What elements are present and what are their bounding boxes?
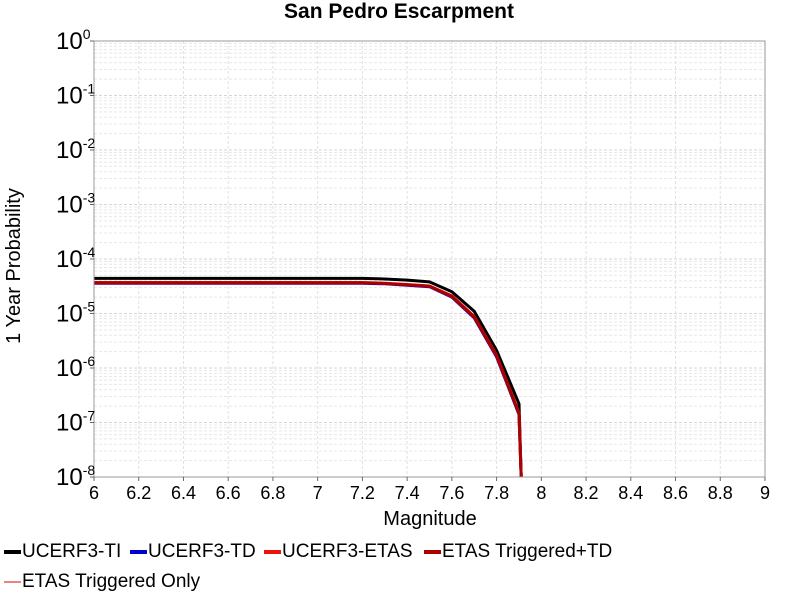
legend-label-3: ETAS Triggered+TD xyxy=(442,541,612,562)
legend-label-4: ETAS Triggered Only xyxy=(22,571,201,592)
legend-label-1: UCERF3-TD xyxy=(148,541,256,562)
y-tick-label: 10-6 xyxy=(56,353,95,382)
y-tick-label: 100 xyxy=(56,26,91,55)
x-tick-label: 6.2 xyxy=(126,483,151,503)
y-tick-label: 10-4 xyxy=(56,244,95,273)
legend-label-0: UCERF3-TI xyxy=(22,541,121,562)
x-tick-label: 6.8 xyxy=(260,483,285,503)
y-tick-label: 10-8 xyxy=(56,462,95,491)
y-tick-label: 10-1 xyxy=(56,81,95,110)
x-tick-label: 8.4 xyxy=(618,483,643,503)
y-tick-base: 10 xyxy=(56,83,83,110)
y-tick-base: 10 xyxy=(56,28,83,55)
x-tick-label: 7.4 xyxy=(395,483,420,503)
x-axis-ticks: 6 6.2 6.4 6.6 6.8 7 7.2 7.4 7.6 7.8 8 8.2 8.4 8.6 8.8 9 xyxy=(89,477,770,503)
x-tick-label: 7 xyxy=(313,483,323,503)
x-tick-label: 7.8 xyxy=(484,483,509,503)
y-tick-exponent: -7 xyxy=(83,408,96,424)
x-tick-label: 8.2 xyxy=(574,483,599,503)
y-tick-label: 10-3 xyxy=(56,190,95,219)
y-tick-exponent: -1 xyxy=(83,81,96,97)
y-tick-base: 10 xyxy=(56,355,83,382)
x-tick-label: 6.4 xyxy=(171,483,196,503)
x-tick-label: 7.6 xyxy=(439,483,464,503)
legend: UCERF3-TI UCERF3-TD UCERF3-ETAS ETAS Trigge… xyxy=(4,541,612,592)
y-tick-base: 10 xyxy=(56,192,83,219)
y-tick-exponent: -2 xyxy=(83,135,96,151)
y-tick-base: 10 xyxy=(56,137,83,164)
y-tick-base: 10 xyxy=(56,464,83,491)
y-tick-exponent: -5 xyxy=(83,299,96,315)
x-tick-label: 8.8 xyxy=(708,483,733,503)
y-tick-exponent: -4 xyxy=(83,244,96,260)
series-line-3 xyxy=(94,281,523,478)
y-tick-exponent: 0 xyxy=(83,26,91,42)
x-tick-label: 6.6 xyxy=(216,483,241,503)
series-line-0 xyxy=(94,276,523,478)
y-axis-label: 1 Year Probability xyxy=(3,188,25,344)
x-tick-label: 8.6 xyxy=(663,483,688,503)
x-tick-label: 8 xyxy=(536,483,546,503)
x-axis-label: Magnitude xyxy=(383,508,476,530)
y-tick-exponent: -6 xyxy=(83,353,96,369)
y-tick-base: 10 xyxy=(56,410,83,437)
x-tick-label: 6 xyxy=(89,483,99,503)
y-tick-label: 10-2 xyxy=(56,135,95,164)
x-tick-label: 9 xyxy=(760,483,770,503)
y-tick-base: 10 xyxy=(56,301,83,328)
y-tick-label: 10-7 xyxy=(56,408,95,437)
chart-title: San Pedro Escarpment xyxy=(284,0,514,23)
series-lines xyxy=(94,276,523,478)
y-tick-base: 10 xyxy=(56,246,83,273)
x-tick-label: 7.2 xyxy=(350,483,375,503)
y-tick-exponent: -8 xyxy=(83,462,96,478)
y-tick-exponent: -3 xyxy=(83,190,96,206)
legend-label-2: UCERF3-ETAS xyxy=(282,541,413,562)
y-tick-label: 10-5 xyxy=(56,299,95,328)
